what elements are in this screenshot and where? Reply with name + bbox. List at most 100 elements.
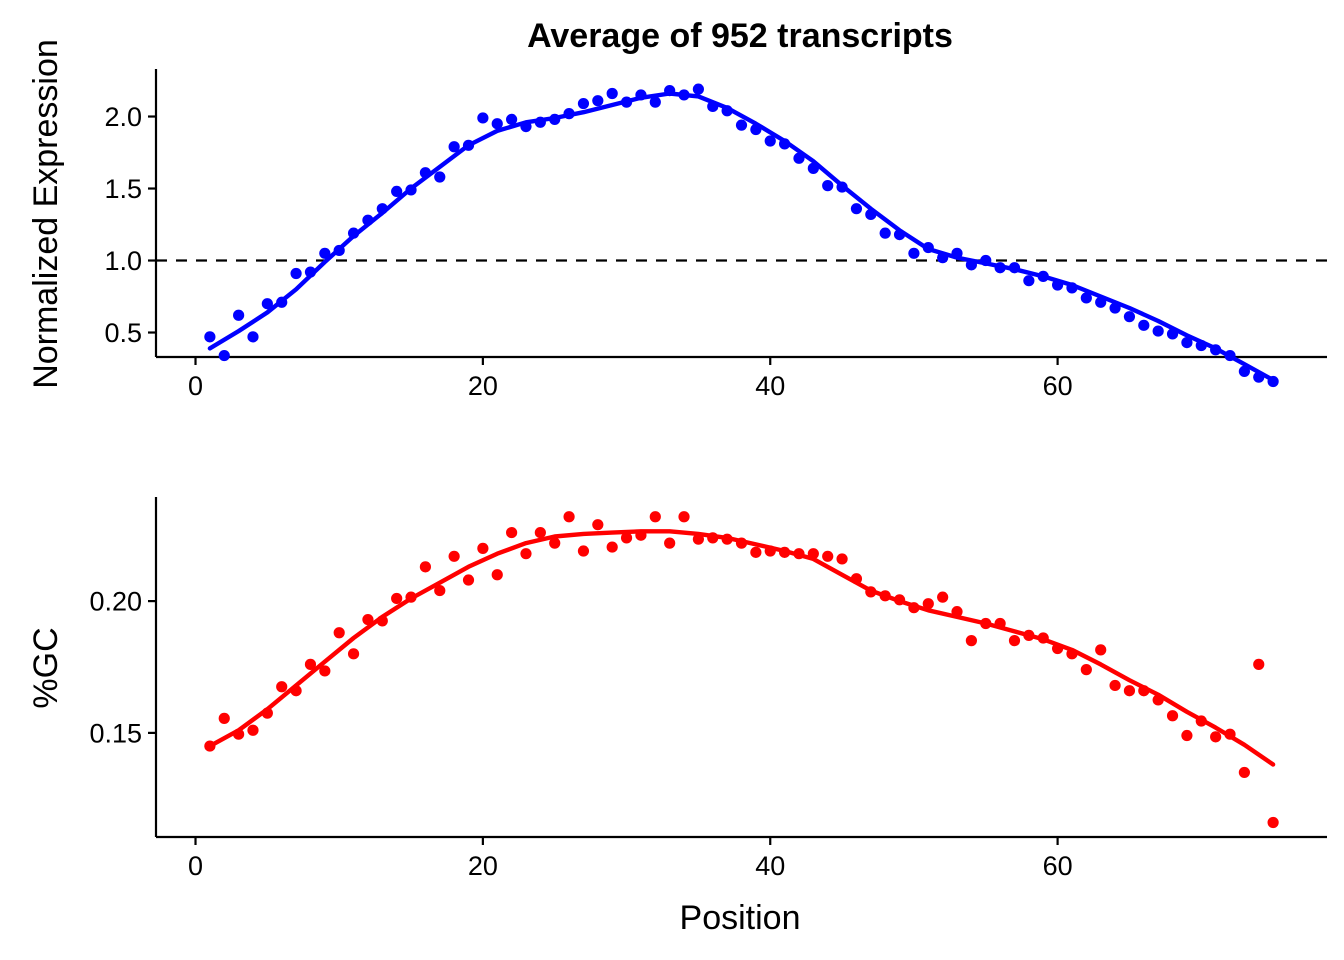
data-point xyxy=(1210,731,1222,743)
y-tick-label: 2.0 xyxy=(104,102,142,132)
data-point xyxy=(850,203,863,215)
data-point xyxy=(879,227,891,239)
data-point xyxy=(577,545,590,557)
data-point xyxy=(908,247,920,259)
data-point xyxy=(1253,658,1265,670)
data-point xyxy=(1166,710,1179,722)
data-point xyxy=(1080,664,1092,676)
data-point xyxy=(419,561,432,573)
data-point xyxy=(592,95,604,107)
data-point xyxy=(204,331,216,343)
data-point xyxy=(434,171,446,183)
y-tick-label: 1.0 xyxy=(104,246,142,276)
expression-panel: Average of 952 transcripts Normalized Ex… xyxy=(27,17,1327,401)
data-point xyxy=(577,97,590,110)
data-point xyxy=(218,712,230,724)
data-point xyxy=(477,542,489,554)
data-point xyxy=(764,135,776,147)
gc-points xyxy=(204,511,1279,829)
x-tick-label: 0 xyxy=(188,851,203,881)
data-point xyxy=(491,569,503,581)
data-point xyxy=(822,180,834,192)
data-point xyxy=(347,648,360,660)
y-tick-label: 0.20 xyxy=(89,587,142,617)
y-ticks-top: 0.5 1.0 1.5 2.0 xyxy=(104,102,156,348)
y-tick-label: 0.5 xyxy=(104,318,142,348)
data-point xyxy=(1138,319,1150,331)
data-point xyxy=(491,118,503,130)
data-point xyxy=(563,511,575,523)
x-ticks-bottom: 0 20 40 60 xyxy=(188,837,1073,881)
data-point xyxy=(1267,816,1279,829)
data-point xyxy=(606,87,618,100)
data-point xyxy=(1123,311,1136,323)
y-axis-label-expression: Normalized Expression xyxy=(27,39,65,389)
data-point xyxy=(620,532,633,544)
data-point xyxy=(836,553,848,565)
data-point xyxy=(462,574,475,586)
data-point xyxy=(448,141,460,153)
gc-trend-line xyxy=(207,529,1276,767)
x-tick-label: 60 xyxy=(1043,371,1073,401)
data-point xyxy=(1238,365,1250,377)
data-point xyxy=(965,635,977,647)
data-point xyxy=(692,83,704,95)
data-point xyxy=(233,309,245,321)
data-point xyxy=(319,665,331,677)
data-point xyxy=(1080,292,1092,304)
data-point xyxy=(534,526,546,539)
y-tick-label: 0.15 xyxy=(89,718,142,748)
x-ticks-top: 0 20 40 60 xyxy=(188,357,1073,401)
data-point xyxy=(606,541,618,553)
data-point xyxy=(1181,729,1193,742)
data-point xyxy=(448,550,460,562)
x-tick-label: 60 xyxy=(1043,851,1073,881)
data-point xyxy=(362,613,374,626)
chart-title: Average of 952 transcripts xyxy=(527,17,953,55)
x-axis-label-position: Position xyxy=(680,899,801,937)
expression-points xyxy=(204,83,1279,388)
data-point xyxy=(319,247,331,259)
data-point xyxy=(276,681,288,693)
data-point xyxy=(735,119,748,131)
data-point xyxy=(922,598,934,610)
data-point xyxy=(520,548,532,560)
x-tick-label: 40 xyxy=(755,371,785,401)
data-point xyxy=(1023,275,1035,287)
data-point xyxy=(506,113,518,125)
data-point xyxy=(549,537,561,549)
y-ticks-bottom: 0.15 0.20 xyxy=(89,587,156,748)
data-point xyxy=(247,724,259,736)
data-point xyxy=(678,511,690,523)
data-point xyxy=(391,185,403,197)
data-point xyxy=(1181,337,1193,349)
data-point xyxy=(750,546,762,558)
y-axis-label-gc: %GC xyxy=(27,627,65,708)
data-point xyxy=(1123,685,1136,697)
data-point xyxy=(1109,679,1121,692)
gc-panel: %GC Position 0.15 0.20 0 20 40 60 xyxy=(27,497,1327,937)
data-point xyxy=(1152,325,1164,337)
data-point xyxy=(477,112,489,124)
x-tick-label: 40 xyxy=(755,851,785,881)
data-point xyxy=(1008,635,1021,647)
data-point xyxy=(649,96,661,108)
data-point xyxy=(822,550,834,562)
data-point xyxy=(261,298,273,310)
data-point xyxy=(506,526,518,539)
x-tick-label: 20 xyxy=(468,371,498,401)
data-point xyxy=(290,267,302,280)
data-point xyxy=(333,627,345,639)
data-point xyxy=(304,658,317,670)
x-tick-label: 0 xyxy=(188,371,203,401)
data-point xyxy=(664,537,676,549)
data-point xyxy=(247,331,259,343)
x-tick-label: 20 xyxy=(468,851,498,881)
y-tick-label: 1.5 xyxy=(104,174,142,204)
data-point xyxy=(434,584,446,597)
data-point xyxy=(218,349,230,362)
data-point xyxy=(1095,644,1107,656)
data-point xyxy=(1238,766,1250,779)
data-point xyxy=(391,592,403,605)
expression-trend-line xyxy=(207,91,1276,383)
